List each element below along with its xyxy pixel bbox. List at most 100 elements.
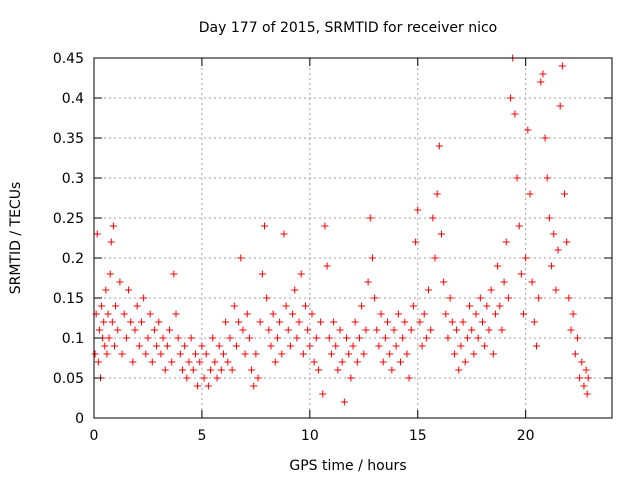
data-point (573, 334, 581, 342)
x-tick-label: 10 (301, 428, 319, 444)
data-point (157, 350, 165, 358)
data-point (396, 358, 404, 366)
data-point (349, 342, 357, 350)
data-point (239, 326, 247, 334)
data-point (444, 334, 452, 342)
data-point (104, 310, 112, 318)
y-tick-label: 0.15 (53, 291, 84, 307)
data-point (299, 350, 307, 358)
data-point (450, 350, 458, 358)
data-point (93, 230, 101, 238)
data-point (280, 230, 288, 238)
data-point (513, 174, 521, 182)
data-point (108, 318, 116, 326)
data-point (565, 294, 573, 302)
data-point (140, 294, 148, 302)
data-point (150, 326, 158, 334)
x-tick-label: 5 (197, 428, 206, 444)
data-point (248, 366, 256, 374)
data-point (94, 358, 102, 366)
data-point (295, 318, 303, 326)
data-point (461, 358, 469, 366)
data-point (347, 374, 355, 382)
data-point (293, 334, 301, 342)
data-point (148, 358, 156, 366)
data-point (507, 94, 515, 102)
data-point (571, 350, 579, 358)
x-tick-label: 15 (409, 428, 427, 444)
data-point (289, 310, 297, 318)
data-point (394, 310, 402, 318)
data-point (377, 310, 385, 318)
data-point (470, 350, 478, 358)
data-point (446, 294, 454, 302)
data-point (459, 318, 467, 326)
data-point (106, 270, 114, 278)
data-point (425, 286, 433, 294)
data-point (196, 358, 204, 366)
data-point (241, 350, 249, 358)
data-point (472, 310, 480, 318)
data-point (558, 62, 566, 70)
data-point (504, 294, 512, 302)
data-point (284, 326, 292, 334)
data-point (243, 310, 251, 318)
data-point (291, 286, 299, 294)
data-point (198, 342, 206, 350)
data-point (321, 222, 329, 230)
data-point (191, 350, 199, 358)
data-point (159, 334, 167, 342)
data-point (187, 334, 195, 342)
data-point (276, 318, 284, 326)
data-point (256, 318, 264, 326)
data-point (437, 230, 445, 238)
data-point (390, 326, 398, 334)
y-tick-label: 0.3 (62, 171, 84, 187)
data-point (129, 358, 137, 366)
data-point (511, 110, 519, 118)
data-point (420, 310, 428, 318)
data-point (496, 302, 504, 310)
data-point (552, 286, 560, 294)
data-point (409, 302, 417, 310)
data-point (224, 358, 232, 366)
data-point (310, 358, 318, 366)
data-point (112, 302, 120, 310)
data-point (135, 342, 143, 350)
data-point (524, 126, 532, 134)
data-point (120, 310, 128, 318)
y-tick-label: 0.25 (53, 211, 84, 227)
data-point (271, 358, 279, 366)
data-point (137, 318, 145, 326)
y-tick-label: 0.45 (53, 51, 84, 67)
data-point (211, 358, 219, 366)
data-point (168, 358, 176, 366)
data-point (474, 334, 482, 342)
data-point (362, 326, 370, 334)
y-tick-label: 0 (75, 411, 84, 427)
data-point (403, 350, 411, 358)
y-tick-label: 0.35 (53, 131, 84, 147)
data-point (228, 366, 236, 374)
data-point (343, 334, 351, 342)
data-point (245, 334, 253, 342)
data-point (485, 326, 493, 334)
data-point (265, 326, 273, 334)
data-point (215, 342, 223, 350)
data-point (435, 142, 443, 150)
data-point (200, 374, 208, 382)
data-point (556, 102, 564, 110)
data-point (548, 262, 556, 270)
data-point (98, 302, 106, 310)
data-point (554, 246, 562, 254)
data-point (429, 214, 437, 222)
data-point (414, 206, 422, 214)
data-point (95, 326, 103, 334)
data-point (487, 286, 495, 294)
data-point (416, 318, 424, 326)
data-point (569, 310, 577, 318)
data-point (336, 326, 344, 334)
data-point (360, 350, 368, 358)
y-tick-label: 0.4 (62, 91, 84, 107)
